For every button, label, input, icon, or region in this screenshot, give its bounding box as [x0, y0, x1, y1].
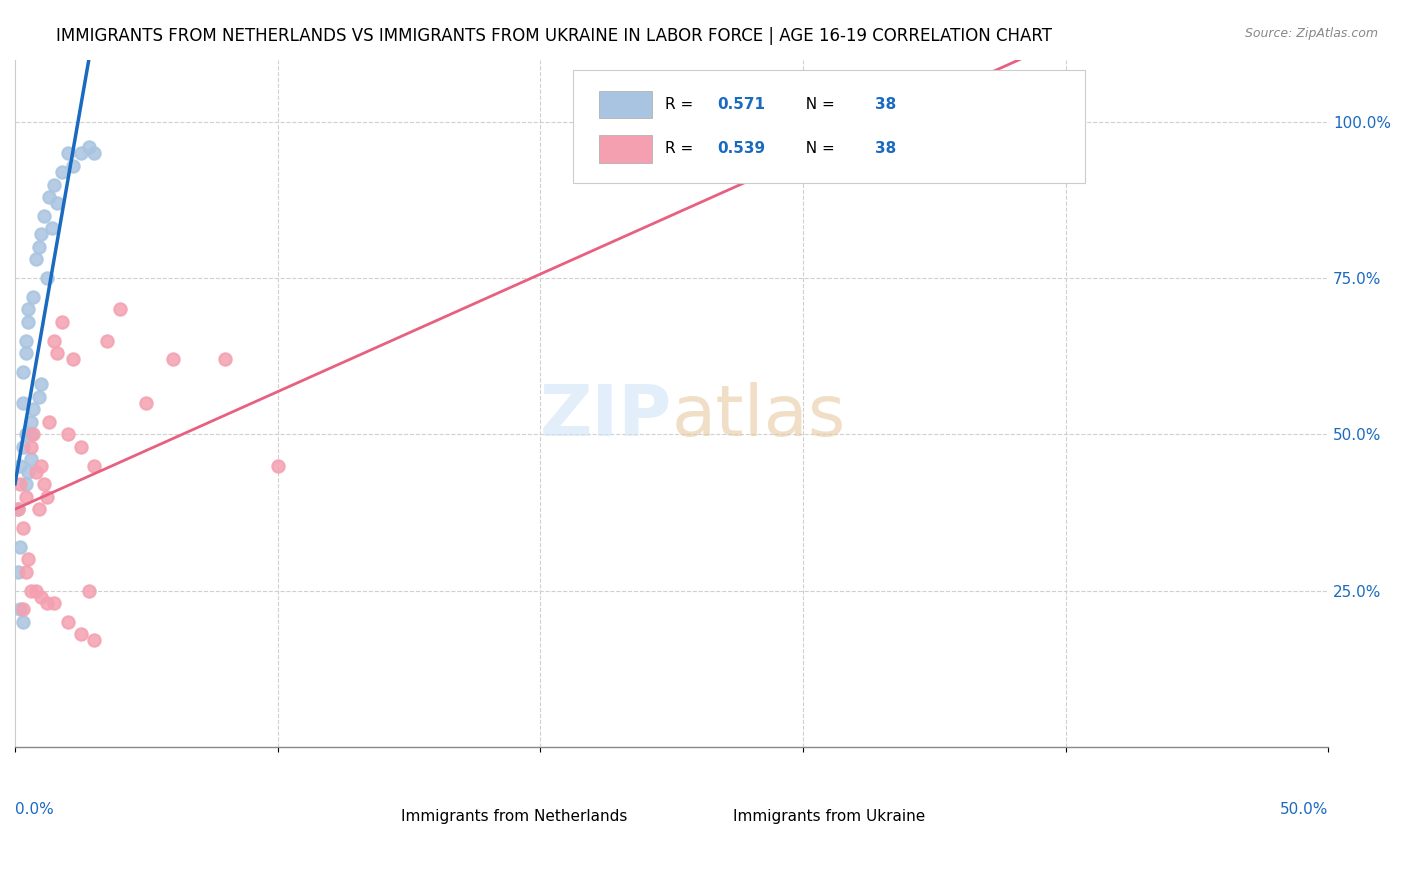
- Text: 38: 38: [875, 96, 897, 112]
- Point: [51, 165, 73, 179]
- Point: [7, 502, 30, 516]
- Point: [38, 190, 60, 204]
- Point: [17, 552, 39, 566]
- Point: [30, 227, 52, 242]
- Point: [8, 458, 31, 473]
- Point: [35, 490, 58, 504]
- Point: [14, 334, 37, 348]
- Point: [25, 252, 48, 267]
- Point: [62, 352, 84, 367]
- Text: 50.0%: 50.0%: [1279, 802, 1329, 817]
- Point: [22, 402, 45, 417]
- Point: [38, 415, 60, 429]
- Point: [35, 596, 58, 610]
- Point: [11, 396, 34, 410]
- Point: [214, 352, 236, 367]
- Text: IMMIGRANTS FROM NETHERLANDS VS IMMIGRANTS FROM UKRAINE IN LABOR FORCE | AGE 16-1: IMMIGRANTS FROM NETHERLANDS VS IMMIGRANT…: [56, 27, 1052, 45]
- Point: [11, 615, 34, 629]
- Point: [11, 521, 34, 535]
- Point: [27, 240, 49, 254]
- Point: [11, 602, 34, 616]
- Point: [41, 221, 63, 235]
- Point: [44, 178, 66, 192]
- Point: [14, 490, 37, 504]
- Point: [17, 315, 39, 329]
- Text: atlas: atlas: [672, 383, 846, 451]
- Point: [20, 452, 42, 467]
- Point: [30, 458, 52, 473]
- Text: 0.0%: 0.0%: [15, 802, 53, 817]
- Text: 0.571: 0.571: [717, 96, 765, 112]
- Point: [20, 427, 42, 442]
- Point: [14, 346, 37, 360]
- Point: [56, 615, 79, 629]
- FancyBboxPatch shape: [574, 70, 1085, 183]
- Point: [25, 465, 48, 479]
- Point: [56, 427, 79, 442]
- Point: [25, 583, 48, 598]
- Point: [162, 352, 184, 367]
- Point: [96, 334, 118, 348]
- Text: ZIP: ZIP: [540, 383, 672, 451]
- Point: [922, 115, 945, 129]
- Text: Source: ZipAtlas.com: Source: ZipAtlas.com: [1244, 27, 1378, 40]
- Point: [69, 146, 91, 161]
- Point: [77, 583, 100, 598]
- Text: N =: N =: [796, 142, 839, 156]
- Point: [14, 427, 37, 442]
- Point: [69, 440, 91, 454]
- Point: [266, 458, 288, 473]
- FancyBboxPatch shape: [382, 795, 416, 815]
- Point: [51, 315, 73, 329]
- Text: R =: R =: [665, 96, 699, 112]
- Point: [30, 590, 52, 604]
- Point: [77, 140, 100, 154]
- Point: [44, 596, 66, 610]
- Point: [32, 209, 55, 223]
- FancyBboxPatch shape: [599, 90, 652, 118]
- Point: [32, 477, 55, 491]
- Text: 0.539: 0.539: [717, 142, 766, 156]
- Point: [135, 396, 157, 410]
- Point: [22, 427, 45, 442]
- Point: [11, 440, 34, 454]
- Point: [62, 159, 84, 173]
- FancyBboxPatch shape: [711, 795, 744, 815]
- Point: [20, 415, 42, 429]
- Text: N =: N =: [796, 96, 839, 112]
- Text: Immigrants from Netherlands: Immigrants from Netherlands: [401, 808, 627, 823]
- Point: [83, 146, 105, 161]
- Point: [14, 477, 37, 491]
- Point: [44, 334, 66, 348]
- Point: [17, 465, 39, 479]
- Point: [83, 458, 105, 473]
- Point: [46, 346, 69, 360]
- Point: [27, 502, 49, 516]
- Text: 38: 38: [875, 142, 897, 156]
- Point: [8, 602, 31, 616]
- Point: [20, 440, 42, 454]
- Text: Immigrants from Ukraine: Immigrants from Ukraine: [733, 808, 925, 823]
- Point: [8, 540, 31, 554]
- Point: [46, 196, 69, 211]
- Point: [17, 302, 39, 317]
- Point: [11, 365, 34, 379]
- Point: [8, 477, 31, 491]
- FancyBboxPatch shape: [599, 136, 652, 162]
- Point: [69, 627, 91, 641]
- Point: [83, 633, 105, 648]
- Point: [27, 390, 49, 404]
- Point: [56, 146, 79, 161]
- Text: R =: R =: [665, 142, 699, 156]
- Point: [108, 302, 131, 317]
- Point: [14, 565, 37, 579]
- Point: [7, 565, 30, 579]
- Point: [35, 271, 58, 285]
- Point: [30, 377, 52, 392]
- Point: [20, 583, 42, 598]
- Point: [7, 502, 30, 516]
- Point: [22, 290, 45, 304]
